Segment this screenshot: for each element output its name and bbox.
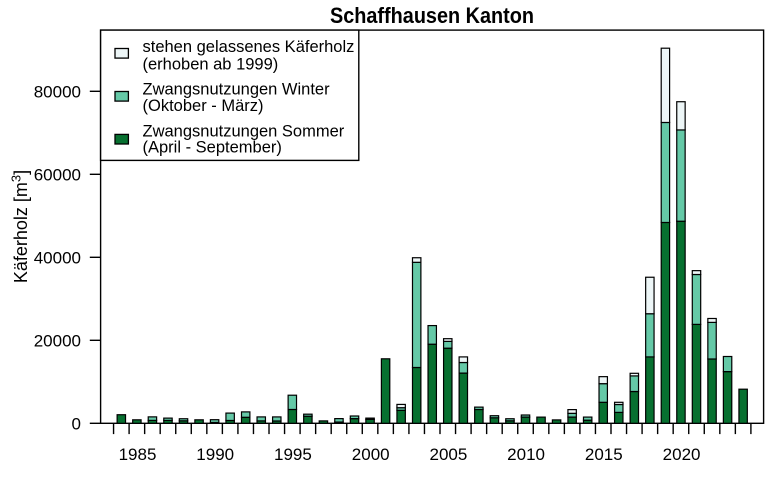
- svg-text:20000: 20000: [34, 331, 81, 350]
- svg-text:(erhoben ab 1999): (erhoben ab 1999): [143, 56, 279, 74]
- svg-text:0: 0: [72, 414, 81, 433]
- svg-text:40000: 40000: [34, 248, 81, 267]
- svg-text:Käferholz [m3]: Käferholz [m3]: [8, 170, 31, 283]
- svg-text:(Oktober - März): (Oktober - März): [143, 97, 264, 115]
- svg-text:60000: 60000: [34, 165, 81, 184]
- svg-text:(April - September): (April - September): [143, 138, 282, 156]
- svg-text:Zwangsnutzungen Sommer: Zwangsnutzungen Sommer: [143, 123, 345, 141]
- svg-text:2020: 2020: [663, 445, 701, 464]
- svg-text:Zwangsnutzungen Winter: Zwangsnutzungen Winter: [143, 81, 331, 99]
- svg-text:80000: 80000: [34, 82, 81, 101]
- svg-text:2000: 2000: [352, 445, 390, 464]
- svg-text:2005: 2005: [429, 445, 467, 464]
- svg-text:stehen gelassenes Käferholz: stehen gelassenes Käferholz: [143, 38, 355, 56]
- svg-text:Schaffhausen Kanton: Schaffhausen Kanton: [330, 3, 534, 28]
- svg-text:1995: 1995: [274, 445, 312, 464]
- svg-text:2010: 2010: [507, 445, 545, 464]
- svg-text:1990: 1990: [196, 445, 234, 464]
- svg-text:2015: 2015: [585, 445, 623, 464]
- svg-text:1985: 1985: [119, 445, 157, 464]
